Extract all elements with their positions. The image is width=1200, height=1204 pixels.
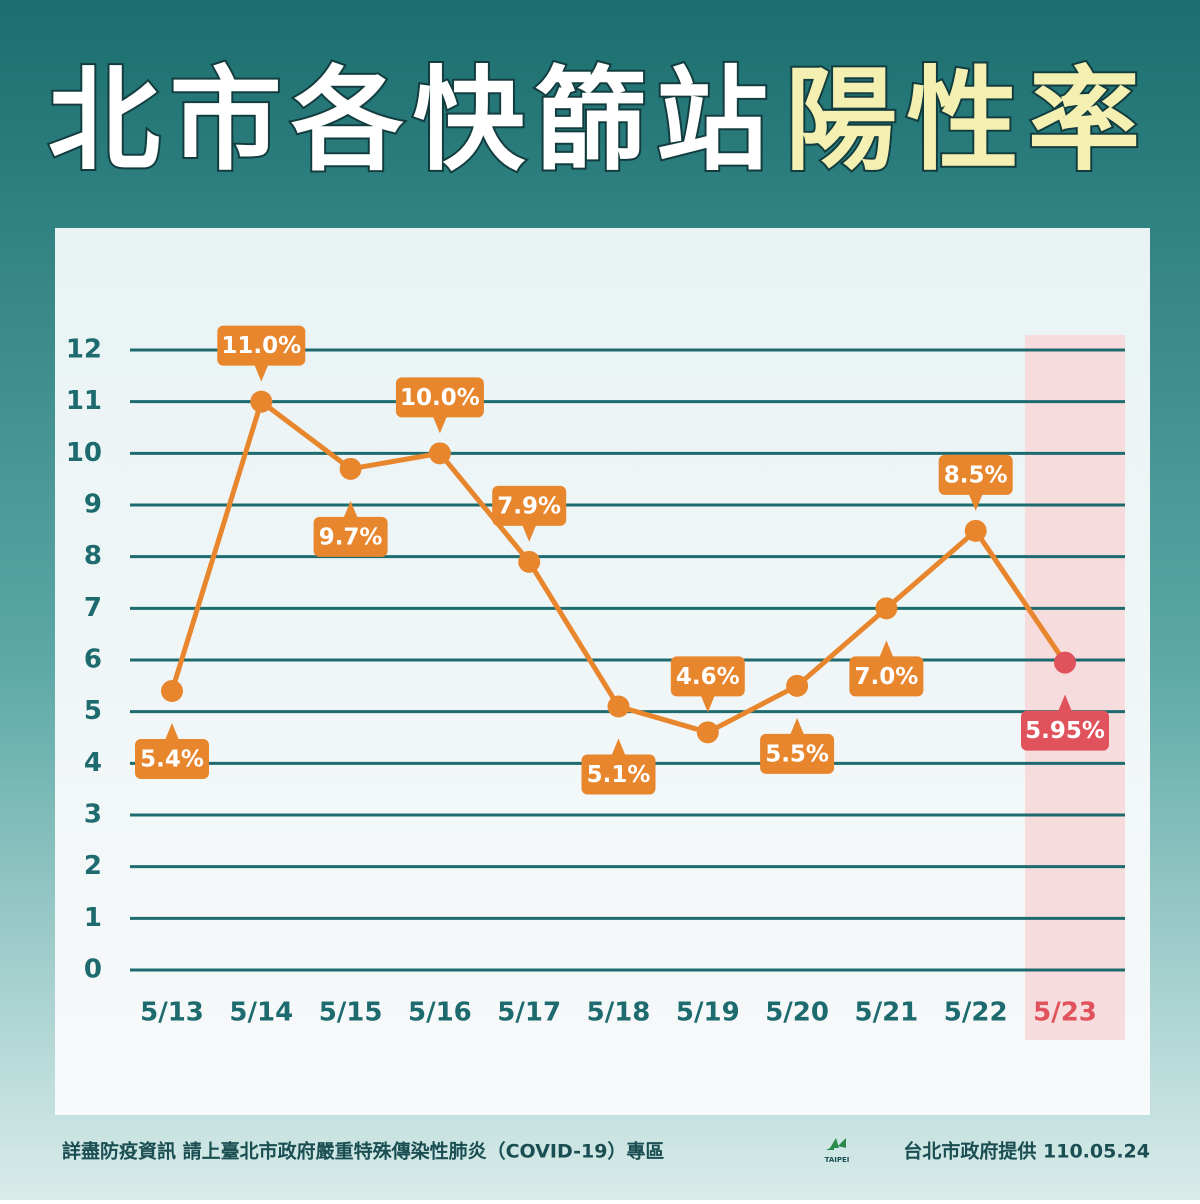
value-label: 9.7% [319, 524, 383, 550]
y-tick-label: 2 [84, 851, 102, 881]
label-pointer [165, 723, 179, 740]
data-label: 5.95% [1021, 694, 1109, 751]
x-tick-label: 5/13 [140, 998, 204, 1028]
value-label: 11.0% [221, 333, 301, 359]
data-point [428, 442, 451, 465]
label-box [760, 733, 835, 774]
value-label: 7.9% [497, 493, 561, 519]
data-point [161, 680, 183, 702]
data-point [339, 457, 362, 480]
data-point [696, 721, 719, 744]
data-point [250, 390, 273, 413]
y-tick-label: 0 [84, 955, 102, 985]
label-box [492, 485, 567, 526]
label-pointer [343, 500, 358, 518]
value-label: 5.4% [140, 747, 204, 773]
data-label: 5.1% [581, 738, 656, 795]
label-box [1021, 710, 1109, 751]
data-point [875, 597, 898, 620]
data-point [964, 519, 987, 542]
footer-text: 詳盡防疫資訊 請上臺北市政府嚴重特殊傳染性肺炎（COVID-19）專區 [62, 1140, 664, 1163]
data-point [607, 695, 630, 718]
label-pointer [700, 695, 715, 713]
label-pointer [790, 717, 805, 735]
value-label: 4.6% [676, 664, 740, 690]
chart-title-highlight: 陽性率 [785, 56, 1140, 186]
y-tick-label: 6 [84, 645, 102, 675]
y-tick-label: 7 [84, 593, 102, 623]
panel [55, 228, 1150, 1115]
value-label: 5.1% [587, 762, 651, 788]
data-point [786, 674, 809, 697]
x-tick-label: 5/15 [319, 998, 383, 1028]
y-tick-label: 3 [84, 800, 102, 830]
label-pointer [1058, 694, 1072, 712]
x-tick-label: 5/14 [229, 998, 293, 1028]
data-label: 7.9% [492, 485, 567, 542]
label-pointer [968, 493, 983, 511]
data-point [1054, 651, 1076, 674]
highlight-band [1025, 335, 1125, 1040]
label-box [135, 739, 209, 779]
y-tick-label: 1 [84, 903, 102, 933]
x-tick-label: 5/20 [765, 998, 829, 1028]
label-box [581, 754, 656, 795]
data-label: 9.7% [313, 500, 388, 557]
value-label: 5.5% [765, 741, 829, 767]
label-pointer [432, 416, 447, 434]
label-box [670, 656, 745, 697]
data-label: 8.5% [938, 454, 1013, 511]
y-tick-label: 9 [84, 490, 102, 520]
label-box [938, 454, 1013, 495]
label-box [395, 377, 484, 418]
label-box [217, 325, 306, 366]
data-point [518, 550, 541, 573]
data-label: 11.0% [217, 325, 306, 382]
label-box [313, 516, 388, 557]
data-label: 10.0% [395, 377, 484, 434]
label-pointer [879, 640, 894, 658]
y-tick-label: 5 [84, 696, 102, 726]
y-tick-label: 8 [84, 541, 102, 571]
x-tick-label: 5/21 [855, 998, 919, 1028]
x-tick-label: 5/16 [408, 998, 472, 1028]
y-tick-label: 12 [66, 335, 102, 365]
y-tick-label: 10 [66, 438, 102, 468]
data-label: 5.4% [135, 723, 209, 779]
label-pointer [522, 524, 537, 542]
data-label: 7.0% [849, 640, 924, 697]
x-tick-label: 5/18 [587, 998, 651, 1028]
value-label: 10.0% [400, 385, 480, 411]
logo: TAIPEI [825, 1138, 850, 1164]
label-box [849, 656, 924, 697]
credit: 台北市政府提供 110.05.24 [903, 1140, 1150, 1163]
logo-text: TAIPEI [825, 1156, 850, 1164]
label-pointer [254, 364, 269, 382]
value-label: 5.95% [1025, 718, 1105, 744]
y-tick-label: 4 [84, 748, 102, 778]
x-tick-label: 5/23 [1033, 998, 1097, 1028]
x-tick-label: 5/17 [497, 998, 561, 1028]
x-tick-label: 5/19 [676, 998, 740, 1028]
data-label: 5.5% [760, 717, 835, 774]
data-label: 4.6% [670, 656, 745, 713]
value-label: 7.0% [855, 664, 919, 690]
x-tick-label: 5/22 [944, 998, 1008, 1028]
value-label: 8.5% [944, 462, 1008, 488]
y-tick-label: 11 [66, 386, 102, 416]
label-pointer [611, 738, 626, 756]
